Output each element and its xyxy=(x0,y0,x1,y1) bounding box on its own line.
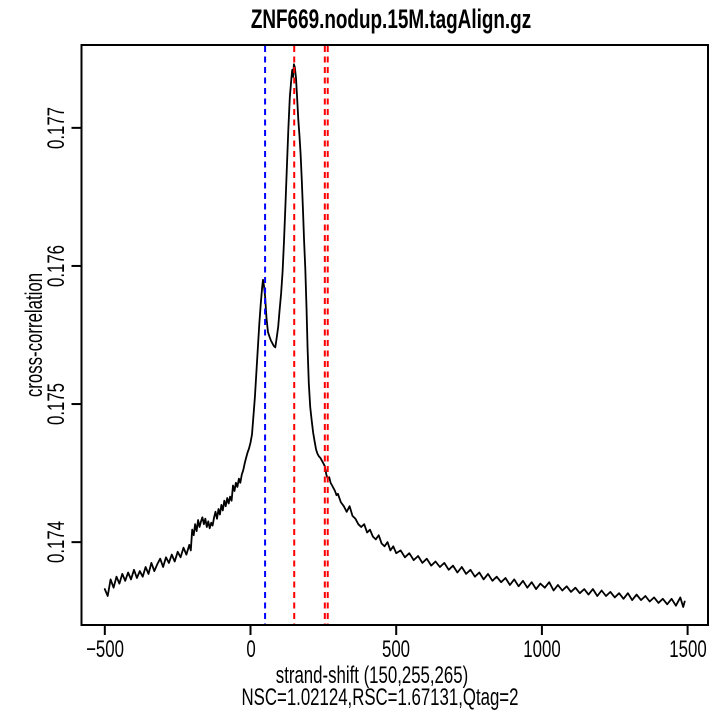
x-axis-label: strand-shift (150,255,265) xyxy=(275,662,469,689)
x-tick-label: 500 xyxy=(382,636,411,663)
stats-label: NSC=1.02124,RSC=1.67131,Qtag=2 xyxy=(241,684,519,711)
x-tick-label: 0 xyxy=(245,636,256,663)
x-tick-label: 1500 xyxy=(668,636,707,663)
y-tick-label: 0.175 xyxy=(43,383,70,426)
plot-box xyxy=(80,44,709,626)
x-tick-label: 1000 xyxy=(523,636,561,663)
x-tick-label: −500 xyxy=(85,636,124,663)
y-tick-label: 0.174 xyxy=(43,521,70,564)
y-tick-label: 0.176 xyxy=(43,244,70,287)
cross-correlation-curve xyxy=(103,63,686,608)
chart-title: ZNF669.nodup.15M.tagAlign.gz xyxy=(250,4,532,34)
y-tick-label: 0.177 xyxy=(43,106,70,149)
